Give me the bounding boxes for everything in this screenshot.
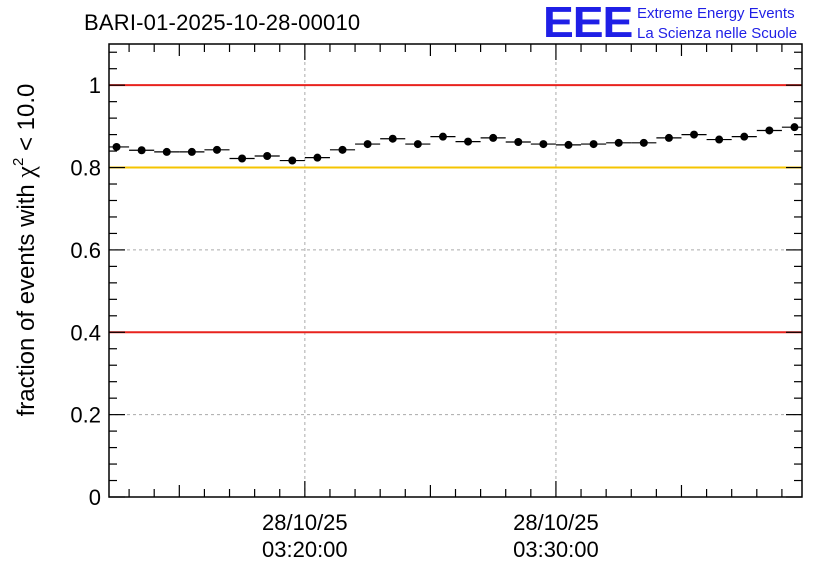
data-point-marker [539,140,548,149]
data-point-marker [288,156,297,165]
data-point [154,147,180,156]
y-tick-label: 0.6 [70,238,101,263]
x-tick-date-label: 28/10/25 [513,510,599,535]
data-point [706,135,732,144]
data-point [229,154,255,163]
y-axis-label: fraction of events with χ2 < 10.0 [10,84,40,417]
data-point-marker [413,140,422,149]
data-point [304,153,330,162]
x-tick-date-label: 28/10/25 [262,510,348,535]
data-point-marker [514,138,523,147]
data-point [179,147,205,156]
data-point-marker [363,140,372,149]
reference-lines [109,84,802,334]
y-tick-label: 1 [89,73,101,98]
data-point-marker [740,132,749,141]
data-point-marker [564,140,573,149]
data-point [129,146,155,155]
data-point [109,142,130,151]
data-point [555,140,582,149]
eee-logo: EEE Extreme Energy Events La Scienza nel… [543,0,833,47]
data-point [505,138,531,147]
axis-ticks [109,44,802,498]
data-point [530,140,556,149]
data-point-marker [187,147,196,156]
data-point [405,140,431,149]
data-point-marker [137,146,146,155]
data-point-marker [690,130,699,139]
plot-frame [108,43,803,498]
data-points [109,123,802,165]
data-point-marker [438,132,447,141]
data-point-marker [238,154,247,163]
data-point [606,138,632,147]
data-point-marker [464,137,473,146]
data-point [455,137,481,146]
data-point [254,152,280,161]
data-point-marker [614,138,623,147]
y-tick-label: 0.2 [70,403,101,428]
data-point [631,138,657,147]
data-point-marker [313,153,322,162]
data-point-marker [639,138,648,147]
data-point-marker [589,140,598,149]
chart-title: BARI-01-2025-10-28-00010 [84,10,361,35]
x-tick-time-label: 03:30:00 [513,537,599,562]
data-point [480,133,506,142]
data-point [731,132,757,141]
data-point-marker [338,145,347,154]
data-point [430,132,456,141]
y-tick-label: 0.4 [70,320,101,345]
data-point [204,145,230,154]
data-point-marker [263,152,272,161]
data-point-marker [112,142,121,151]
data-point-marker [765,126,774,135]
x-tick-time-label: 03:20:00 [262,537,348,562]
grid-lines [109,44,802,497]
data-point [781,123,802,132]
logo-line-1: Extreme Energy Events [637,5,795,22]
data-point-marker [664,133,673,142]
y-tick-label: 0 [89,485,101,510]
data-point [279,156,305,165]
data-point-marker [489,133,498,142]
data-point [756,126,782,135]
data-point-marker [388,134,397,143]
logo-line-2: La Scienza nelle Scuole [637,25,798,42]
y-tick-label: 0.8 [70,156,101,181]
data-point-marker [162,147,171,156]
data-point-marker [212,145,221,154]
data-point [380,134,406,143]
data-point [681,130,707,139]
data-point-marker [790,123,799,132]
y-tick-labels: 0 0.2 0.4 0.6 0.8 1 [70,73,101,510]
data-point-marker [715,135,724,144]
data-point [581,140,607,149]
data-point [656,133,682,142]
plot-border [108,43,803,498]
data-point [355,140,381,149]
data-point [329,145,356,154]
logo-mark: EEE [543,0,633,47]
